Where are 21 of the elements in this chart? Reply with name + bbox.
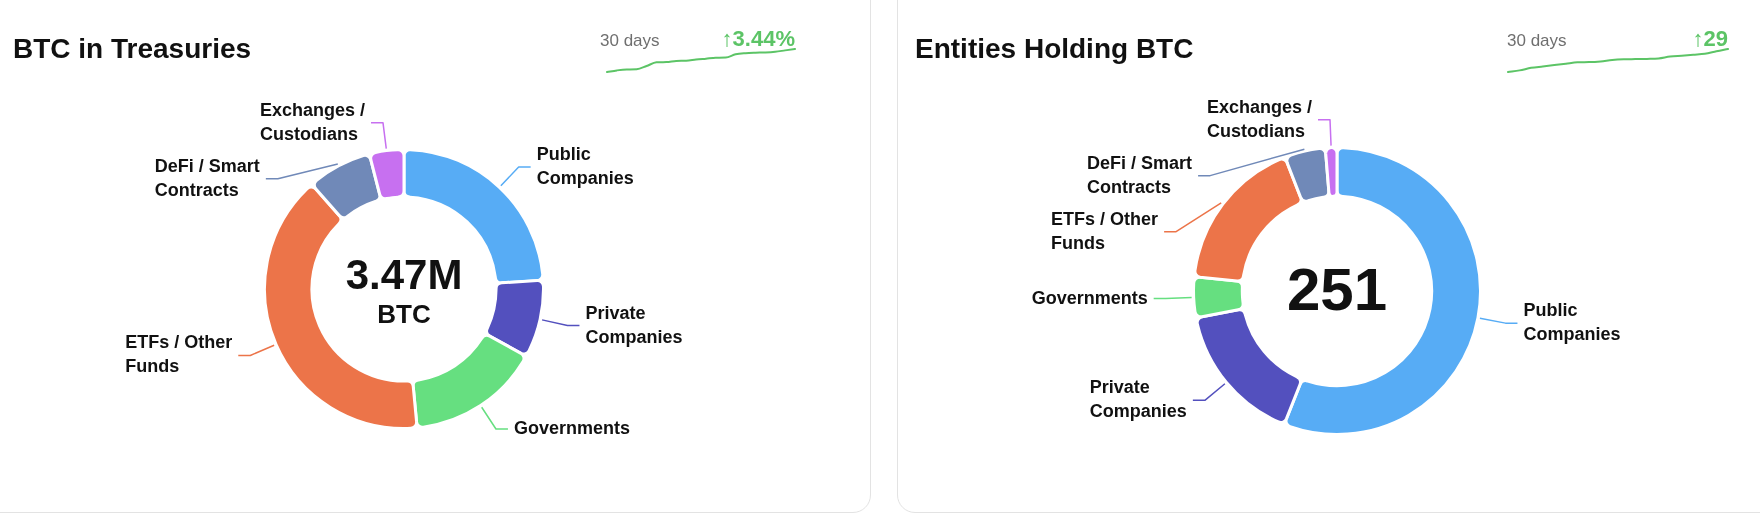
slice-label: Private Companies [1089, 377, 1187, 422]
slice-label: DeFi / Smart Contracts [154, 155, 260, 200]
slice-label: DeFi / Smart Contracts [1087, 152, 1193, 197]
slice-label: Public Companies [536, 143, 634, 188]
slice-label: Public Companies [1523, 300, 1621, 345]
slice-label: Exchanges / Custodians [1206, 96, 1312, 141]
slice-label: ETFs / Other Funds [1051, 208, 1159, 253]
slice-label: Governments [1031, 287, 1148, 308]
chart-title: 30 days [1507, 31, 1567, 50]
text: 251 [1286, 255, 1388, 323]
slice-label: ETFs / Other Funds [125, 332, 233, 377]
slice-label: Private Companies [585, 302, 683, 347]
slice-label: Exchanges / Custodians [259, 99, 366, 144]
text: BTC [377, 299, 431, 329]
text: 3.47M [345, 251, 463, 298]
chart-title: Entities Holding BTC [915, 33, 1194, 64]
annotation: ↑3.44% [721, 26, 795, 51]
slice-label: Governments [513, 417, 631, 438]
chart-title: 30 days [600, 31, 660, 50]
annotation: ↑29 [1692, 26, 1728, 51]
chart-title: BTC in Treasuries [13, 33, 252, 64]
